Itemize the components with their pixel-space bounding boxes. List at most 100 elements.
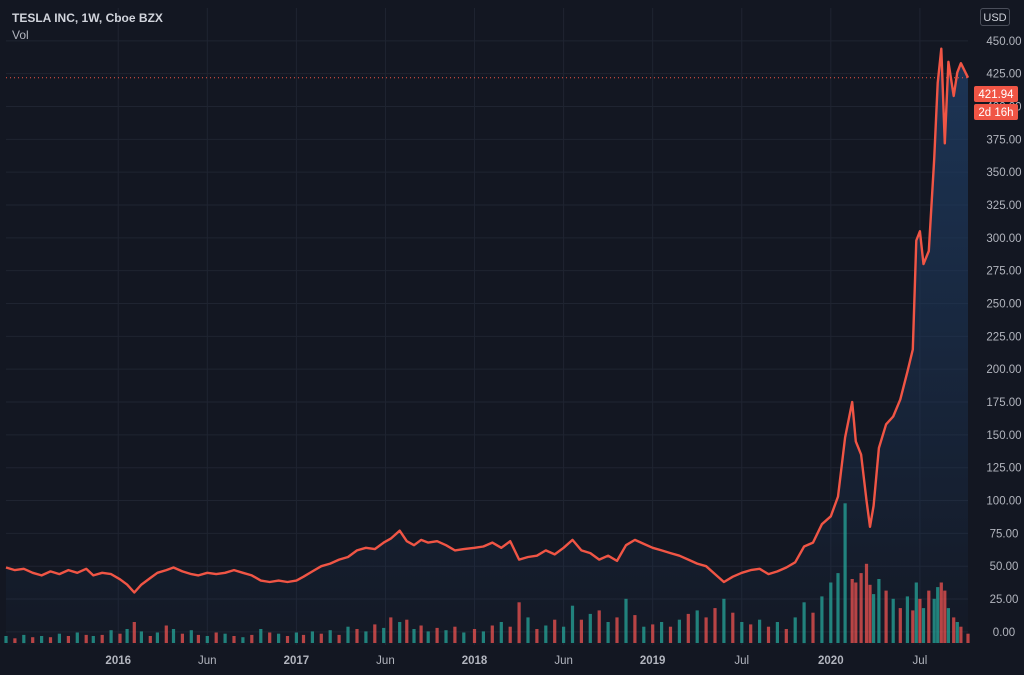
volume-bar [704, 617, 708, 643]
volume-bar [180, 633, 184, 643]
volume-bar [319, 633, 323, 643]
volume-bar [91, 636, 95, 643]
volume-bar [389, 617, 393, 643]
volume-bar [914, 582, 918, 643]
volume-bar [373, 624, 377, 643]
volume-bar [526, 617, 530, 643]
volume-bar [588, 613, 592, 643]
volume-bar [241, 637, 245, 643]
volume-bar [40, 636, 44, 643]
price-series [5, 47, 970, 594]
volume-bar [836, 573, 840, 643]
volume-bar [891, 598, 895, 643]
y-tick-label: 350.00 [986, 167, 1021, 179]
volume-bar [936, 587, 940, 643]
volume-bar [766, 626, 771, 643]
y-tick-label: 50.00 [990, 561, 1019, 573]
volume-bar [118, 633, 122, 643]
x-tick-label: Jun [198, 655, 217, 667]
volume-bar [606, 622, 610, 643]
volume-bar [499, 622, 503, 643]
y-tick-label: 225.00 [986, 331, 1021, 343]
volume-bar [829, 582, 833, 643]
volume-bar [250, 634, 254, 644]
volume-bar [695, 610, 699, 643]
volume-bar [758, 619, 762, 643]
volume-bar [722, 598, 726, 643]
volume-bar [864, 563, 869, 643]
volume-bar [398, 622, 402, 643]
volume-bar [171, 629, 176, 643]
volume-bar [668, 626, 673, 643]
volume-bar [164, 625, 168, 643]
chart-legend[interactable]: TESLA INC, 1W, Cboe BZX Vol [12, 10, 163, 44]
x-tick-label: 2017 [284, 655, 310, 667]
y-tick-label: 75.00 [990, 528, 1019, 540]
y-tick-label: 425.00 [986, 69, 1021, 81]
volume-bar [132, 622, 136, 643]
volume-bar [911, 610, 915, 643]
volume-bar [932, 598, 936, 643]
volume-bar [677, 619, 681, 643]
time-axis[interactable]: 2016 Jun 2017 Jun 2018 Jun 2019 Jul 2020 Jul [105, 655, 927, 667]
x-tick-label: 2020 [818, 655, 844, 667]
volume-bar [820, 596, 824, 643]
volume-bar [405, 619, 409, 643]
volume-bar [811, 612, 815, 643]
volume-label[interactable]: Vol [12, 28, 29, 42]
volume-bar [843, 503, 847, 643]
volume-bar [544, 625, 548, 643]
y-tick-label: 25.00 [990, 594, 1019, 606]
countdown-tag [974, 104, 1018, 120]
price-axis[interactable]: 0.00 25.00 50.00 75.00 100.00 125.00 150.00 175… [986, 36, 1021, 639]
volume-bar [651, 624, 655, 643]
y-tick-label: 450.00 [986, 36, 1021, 48]
volume-bar [955, 622, 959, 643]
volume-bar [508, 626, 512, 643]
volume-bar [148, 636, 152, 643]
volume-bar [802, 602, 806, 644]
volume-bar [453, 626, 457, 643]
volume-bar [13, 638, 17, 643]
volume-bar [66, 636, 70, 643]
volume-bar [75, 632, 79, 643]
x-tick-label: Jul [734, 655, 749, 667]
volume-bar [277, 633, 281, 643]
y-tick-label: 0.00 [993, 627, 1015, 639]
symbol-title[interactable]: TESLA INC, 1W, Cboe BZX [12, 11, 163, 25]
volume-bar [364, 631, 368, 643]
volume-bar [927, 590, 931, 643]
volume-bar [884, 590, 888, 643]
volume-bar [109, 630, 113, 643]
volume-bar [918, 598, 922, 643]
volume-bar [872, 594, 876, 643]
volume-bar [139, 631, 143, 643]
volume-bar [597, 610, 601, 643]
volume-bar [462, 632, 466, 643]
volume-bar [877, 579, 881, 643]
volume-bar [854, 582, 858, 643]
volume-bar [31, 637, 35, 643]
volume-bar [382, 627, 386, 643]
volume-bar [579, 619, 583, 643]
volume-bar [966, 633, 970, 643]
volume-bar [294, 632, 298, 643]
volume-bar [419, 625, 423, 643]
price-tags: 421.94 2d 16h [974, 86, 1018, 120]
volume-bar [624, 598, 628, 643]
y-tick-label: 250.00 [986, 299, 1021, 311]
volume-bar [205, 636, 209, 643]
y-tick-label: 200.00 [986, 364, 1021, 376]
volume-bar [310, 631, 314, 643]
volume-bar [125, 629, 129, 643]
y-tick-label: 175.00 [986, 397, 1021, 409]
y-tick-label: 125.00 [986, 463, 1021, 475]
currency-button[interactable]: USD [980, 8, 1010, 26]
volume-bar [660, 622, 664, 643]
price-line [5, 47, 970, 594]
volume-bar [905, 596, 909, 643]
volume-bar [952, 617, 956, 643]
volume-bar [686, 613, 690, 643]
